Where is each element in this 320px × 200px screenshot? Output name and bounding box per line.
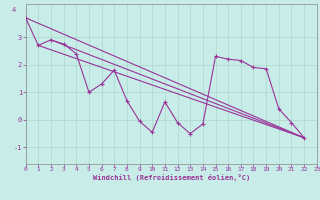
Text: 4: 4 <box>11 7 15 13</box>
X-axis label: Windchill (Refroidissement éolien,°C): Windchill (Refroidissement éolien,°C) <box>92 174 250 181</box>
